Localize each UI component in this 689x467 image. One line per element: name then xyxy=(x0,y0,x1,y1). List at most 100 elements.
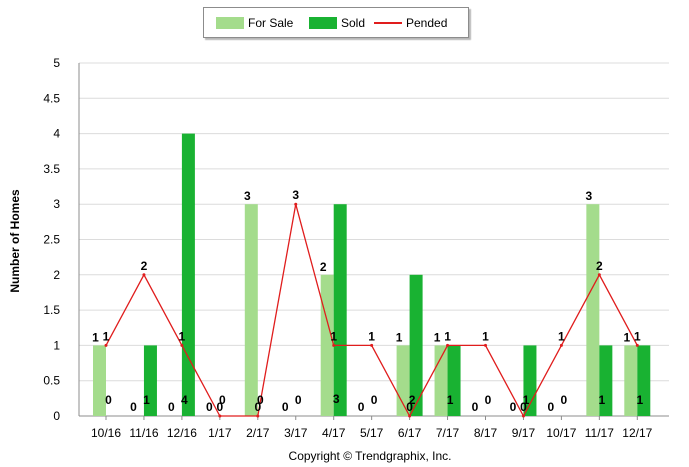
x-tick-label: 12/16 xyxy=(167,426,197,440)
label-sold: 3 xyxy=(333,392,340,406)
label-pended: 0 xyxy=(406,400,413,414)
y-tick-label: 1.5 xyxy=(43,303,60,317)
label-sold: 1 xyxy=(523,393,530,407)
label-for-sale: 0 xyxy=(358,400,365,414)
bar-sold xyxy=(447,345,461,416)
pended-point xyxy=(597,273,601,277)
label-pended: 0 xyxy=(520,400,527,414)
label-pended: 1 xyxy=(558,329,565,343)
y-tick-label: 4.5 xyxy=(43,91,60,105)
x-axis: 10/16 11/16 12/16 1/17 2/17 3/17 4/17 5/17 6/17 7… xyxy=(91,416,653,440)
y-axis: 0 0.5 1 1.5 2 2.5 3 3.5 4 4.5 5 xyxy=(43,56,669,423)
label-pended: 1 xyxy=(634,329,641,343)
copyright-text: Copyright © Trendgraphix, Inc. xyxy=(289,449,452,463)
bar-for-sale xyxy=(624,345,638,416)
pended-line-swatch xyxy=(374,22,402,24)
label-for-sale: 1 xyxy=(396,330,403,344)
y-tick-label: 0 xyxy=(53,409,60,423)
label-sold: 0 xyxy=(257,393,264,407)
label-for-sale: 0 xyxy=(282,400,289,414)
x-tick-label: 7/17 xyxy=(436,426,460,440)
bar-sold xyxy=(637,345,651,416)
legend-label-sold: Sold xyxy=(341,16,366,30)
for-sale-swatch xyxy=(216,17,244,29)
pended-point xyxy=(256,414,260,418)
pended-point xyxy=(484,343,487,347)
label-for-sale: 0 xyxy=(548,400,555,414)
x-tick-label: 1/17 xyxy=(208,426,232,440)
y-tick-label: 2.5 xyxy=(43,233,60,247)
label-pended: 0 xyxy=(254,400,261,414)
bar-for-sale xyxy=(244,204,258,416)
y-tick-label: 2 xyxy=(53,268,60,282)
y-tick-label: 5 xyxy=(53,56,60,70)
label-for-sale: 1 xyxy=(434,330,441,344)
label-for-sale: 3 xyxy=(586,189,593,203)
pended-line xyxy=(104,202,639,418)
label-sold: 0 xyxy=(561,393,568,407)
y-tick-label: 0.5 xyxy=(43,374,60,388)
label-for-sale: 0 xyxy=(472,400,479,414)
x-tick-label: 5/17 xyxy=(360,426,384,440)
y-tick-label: 1 xyxy=(53,338,60,352)
x-tick-label: 2/17 xyxy=(246,426,270,440)
label-sold: 4 xyxy=(181,393,188,407)
bar-for-sale xyxy=(320,274,334,416)
pended-point xyxy=(332,343,336,347)
label-pended: 1 xyxy=(179,329,186,343)
label-for-sale: 0 xyxy=(168,400,175,414)
pended-point xyxy=(521,414,525,418)
label-sold: 1 xyxy=(447,393,454,407)
pended-point xyxy=(218,414,222,418)
label-pended: 1 xyxy=(444,329,451,343)
x-tick-label: 6/17 xyxy=(398,426,422,440)
x-tick-label: 3/17 xyxy=(284,426,308,440)
label-sold: 0 xyxy=(219,393,226,407)
label-sold: 0 xyxy=(295,393,302,407)
bar-for-sale xyxy=(93,345,106,416)
label-sold: 0 xyxy=(105,393,112,407)
label-pended: 2 xyxy=(596,259,603,273)
grid xyxy=(79,62,669,382)
x-tick-label: 11/17 xyxy=(585,426,614,440)
label-for-sale: 0 xyxy=(510,400,517,414)
label-for-sale: 0 xyxy=(206,400,213,414)
bar-sold xyxy=(333,204,347,416)
legend-label-for-sale: For Sale xyxy=(248,16,294,30)
y-tick-label: 3 xyxy=(53,197,60,211)
bars xyxy=(93,133,651,416)
label-pended: 1 xyxy=(482,329,489,343)
label-for-sale: 1 xyxy=(92,330,99,344)
x-tick-label: 12/17 xyxy=(622,426,652,440)
x-tick-label: 10/16 xyxy=(91,426,121,440)
pended-point xyxy=(294,202,298,206)
pended-point xyxy=(104,343,108,347)
label-for-sale: 3 xyxy=(244,189,251,203)
pended-point xyxy=(559,343,563,347)
pended-point xyxy=(635,343,639,347)
label-sold: 2 xyxy=(409,393,416,407)
label-pended: 0 xyxy=(217,400,224,414)
label-for-sale: 2 xyxy=(320,260,327,274)
label-pended: 1 xyxy=(330,329,337,343)
legend: For Sale Sold Pended xyxy=(203,7,469,38)
label-pended: 3 xyxy=(292,188,299,202)
x-tick-label: 11/16 xyxy=(129,426,158,440)
pended-point xyxy=(180,343,184,347)
bar-sold xyxy=(409,274,423,416)
x-tick-label: 10/17 xyxy=(546,426,576,440)
label-for-sale: 0 xyxy=(130,400,137,414)
label-sold: 1 xyxy=(143,393,150,407)
label-sold: 1 xyxy=(636,393,643,407)
label-pended: 1 xyxy=(103,329,110,343)
sold-swatch xyxy=(309,17,337,29)
y-tick-label: 3.5 xyxy=(43,162,60,176)
x-tick-label: 9/17 xyxy=(512,426,536,440)
label-for-sale: 1 xyxy=(623,330,630,344)
pended-point xyxy=(408,414,412,418)
x-tick-label: 4/17 xyxy=(322,426,346,440)
bar-sold xyxy=(599,345,613,416)
bar-for-sale xyxy=(586,204,600,416)
